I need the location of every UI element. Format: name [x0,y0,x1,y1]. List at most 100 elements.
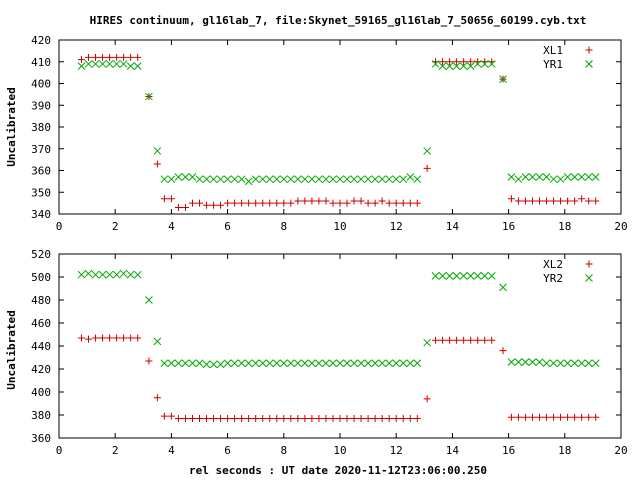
yr2-point [272,359,281,368]
xl2-point [174,414,182,422]
bottom-y-tick-label: 460 [31,317,51,330]
bottom-x-tick-label: 8 [280,444,287,457]
yr1-point [216,175,225,184]
yr1-point [350,175,358,184]
yr2-point [181,359,190,368]
xl2-point [399,414,407,422]
xl1-point [308,197,316,205]
yr1-point [230,175,239,184]
yr1-point [466,62,475,70]
xl1-point [77,56,85,64]
xl2-point [413,414,421,422]
xl2-point [481,336,489,344]
xl2-point [557,413,565,421]
xl1-point [167,195,175,203]
xl2-point [106,334,114,342]
xl2-point [460,336,468,344]
top-x-tick-label: 14 [446,220,460,233]
xl1-point [231,199,239,207]
xl1-point [106,53,114,61]
yr1-point [209,175,218,184]
xl1-point [406,199,414,207]
xl2-point [315,414,323,422]
yr2-point [487,271,496,280]
xl2-point [392,414,400,422]
yr2-point [216,360,225,369]
x-axis-label: rel seconds : UT date 2020-11-12T23:06:0… [189,464,487,477]
xl2-point [231,414,239,422]
yr1-point [399,175,408,184]
yr1-point [153,147,162,155]
yr2-point [315,359,323,368]
yr1-point [160,175,169,184]
bottom-x-tick-label: 4 [168,444,175,457]
yr2-point [445,271,454,280]
xl1-point [350,197,358,205]
xl2-point [453,336,461,344]
yr2-point [473,271,482,280]
xl1-point [85,53,93,61]
top-x-tick-label: 10 [333,220,346,233]
xl2-point [113,334,121,342]
yr2-point [591,359,600,368]
yr1-point [126,62,135,70]
yr2-point [195,359,204,368]
yr1-point [77,62,86,70]
yr2-point [153,337,162,346]
yr2-point [251,359,260,368]
yr2-point [145,296,153,304]
yr1-point [431,60,440,68]
bottom-x-tick-label: 10 [333,444,346,457]
bottom-x-tick-label: 6 [224,444,231,457]
yr1-point [499,75,507,84]
xl1-point [224,199,232,207]
bottom-y-tick-label: 440 [31,340,51,353]
yr2-point [301,359,309,368]
bottom-plot-frame [58,253,622,439]
top-x-tick-label: 4 [168,220,175,233]
xl2-point [294,414,302,422]
xl2-point [378,414,386,422]
yr2-point [371,359,379,368]
yr1-point [542,173,551,181]
xl1-point [564,197,572,205]
yr2-point [279,359,288,368]
xl1-point [252,199,260,207]
xl2-point [266,414,274,422]
bottom-panel-y-axis-label: Uncalibrated [5,310,18,389]
xl2-point [406,414,414,422]
bottom-panel: 0 2 4 6 8 10 12 14 16 18 20 360 380 400 420 440 460 480 50… [31,248,628,457]
top-x-tick-label: 12 [390,220,403,233]
legend-marker-xl1 [585,46,593,54]
xl1-point [217,201,225,209]
top-y-tick-label: 380 [31,121,51,134]
bottom-x-tick-label: 16 [502,444,515,457]
xl1-point [160,195,168,203]
xl1-point [134,53,142,61]
yr1-point [133,62,142,70]
xl1-point [92,53,100,61]
bottom-x-tick-label: 2 [112,444,119,457]
top-panel-y-axis-label: Uncalibrated [5,87,18,166]
yr2-point [202,360,211,369]
xl2-point [592,413,600,421]
xl2-point [217,414,225,422]
yr2-point [431,271,440,280]
chart-title: HIRES continuum, gl16lab_7, file:Skynet_… [90,14,587,27]
xl1-point [385,199,393,207]
xl2-point [259,414,267,422]
xl2-point [120,334,128,342]
yr1-point [584,173,593,181]
yr1-point [145,92,153,101]
xl2-point [423,395,431,403]
bottom-x-tick-label: 18 [558,444,571,457]
top-y-tick-label: 350 [31,186,51,199]
yr1-point [452,62,461,70]
top-x-tick-label: 8 [280,220,287,233]
yr2-point [514,358,523,366]
legend-label-yr2: YR2 [543,272,563,285]
yr2-point [385,359,394,368]
yr2-point [293,359,302,368]
xl2-point [585,413,593,421]
